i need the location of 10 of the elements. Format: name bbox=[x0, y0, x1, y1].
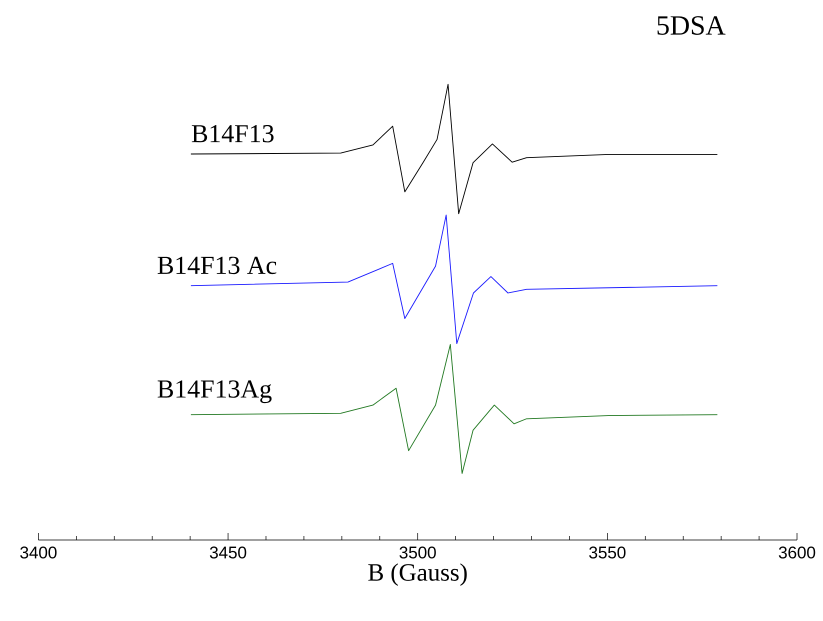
chart-title: 5DSA bbox=[658, 16, 726, 35]
series-label: B14F13Ag bbox=[158, 380, 272, 404]
x-tick-label: 3500 bbox=[400, 546, 436, 558]
x-axis-title: B (Gauss) bbox=[368, 563, 467, 586]
x-tick-label: 3550 bbox=[589, 546, 626, 558]
x-tick-label: 3400 bbox=[20, 546, 57, 558]
x-tick-label: 3450 bbox=[210, 546, 246, 558]
x-tick-label: 3600 bbox=[778, 546, 816, 558]
series-label: B14F13 Ac bbox=[158, 256, 276, 274]
series-label: B14F13 bbox=[192, 125, 274, 142]
